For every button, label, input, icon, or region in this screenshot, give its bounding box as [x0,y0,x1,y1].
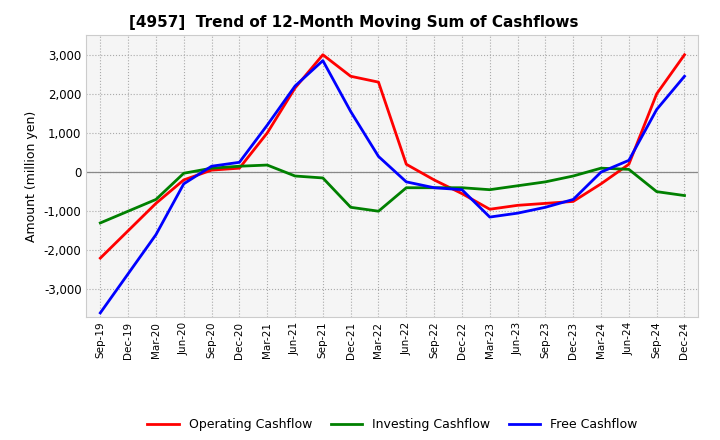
Legend: Operating Cashflow, Investing Cashflow, Free Cashflow: Operating Cashflow, Investing Cashflow, … [143,413,642,436]
Operating Cashflow [207,168,216,173]
Operating Cashflow [152,201,161,206]
Free Cashflow [374,154,383,159]
Investing Cashflow [318,175,327,180]
Line: Operating Cashflow: Operating Cashflow [100,55,685,258]
Operating Cashflow [624,161,633,167]
Free Cashflow [235,160,243,165]
Free Cashflow [458,187,467,192]
Operating Cashflow [235,165,243,171]
Operating Cashflow [124,228,132,233]
Investing Cashflow [430,185,438,191]
Operating Cashflow [291,85,300,91]
Free Cashflow [597,169,606,175]
Investing Cashflow [291,173,300,179]
Free Cashflow [569,197,577,202]
Operating Cashflow [597,181,606,187]
Line: Free Cashflow: Free Cashflow [100,61,685,313]
Operating Cashflow [318,52,327,57]
Investing Cashflow [374,209,383,214]
Operating Cashflow [513,203,522,208]
Operating Cashflow [652,91,661,96]
Investing Cashflow [235,164,243,169]
Investing Cashflow [597,165,606,171]
Free Cashflow [96,310,104,315]
Investing Cashflow [402,185,410,191]
Operating Cashflow [263,130,271,136]
Free Cashflow [263,122,271,128]
Operating Cashflow [179,177,188,183]
Line: Investing Cashflow: Investing Cashflow [100,165,685,223]
Free Cashflow [652,107,661,112]
Free Cashflow [346,109,355,114]
Operating Cashflow [680,52,689,57]
Investing Cashflow [96,220,104,226]
Operating Cashflow [346,73,355,79]
Operating Cashflow [485,207,494,212]
Free Cashflow [318,58,327,63]
Text: [4957]  Trend of 12-Month Moving Sum of Cashflows: [4957] Trend of 12-Month Moving Sum of C… [130,15,579,30]
Operating Cashflow [430,177,438,183]
Investing Cashflow [569,173,577,179]
Free Cashflow [152,232,161,237]
Free Cashflow [124,271,132,276]
Y-axis label: Amount (million yen): Amount (million yen) [25,110,38,242]
Investing Cashflow [124,209,132,214]
Investing Cashflow [346,205,355,210]
Free Cashflow [485,214,494,220]
Free Cashflow [513,210,522,216]
Investing Cashflow [207,165,216,171]
Investing Cashflow [179,171,188,176]
Free Cashflow [680,73,689,79]
Free Cashflow [430,185,438,191]
Operating Cashflow [458,191,467,196]
Free Cashflow [402,179,410,184]
Investing Cashflow [458,185,467,191]
Investing Cashflow [652,189,661,194]
Investing Cashflow [680,193,689,198]
Operating Cashflow [96,256,104,261]
Free Cashflow [541,205,550,210]
Free Cashflow [207,164,216,169]
Investing Cashflow [263,162,271,168]
Operating Cashflow [569,199,577,204]
Investing Cashflow [541,179,550,184]
Investing Cashflow [485,187,494,192]
Investing Cashflow [152,197,161,202]
Operating Cashflow [541,201,550,206]
Free Cashflow [291,84,300,89]
Free Cashflow [179,181,188,187]
Investing Cashflow [513,183,522,188]
Free Cashflow [624,158,633,163]
Operating Cashflow [374,80,383,85]
Investing Cashflow [624,167,633,172]
Operating Cashflow [402,161,410,167]
